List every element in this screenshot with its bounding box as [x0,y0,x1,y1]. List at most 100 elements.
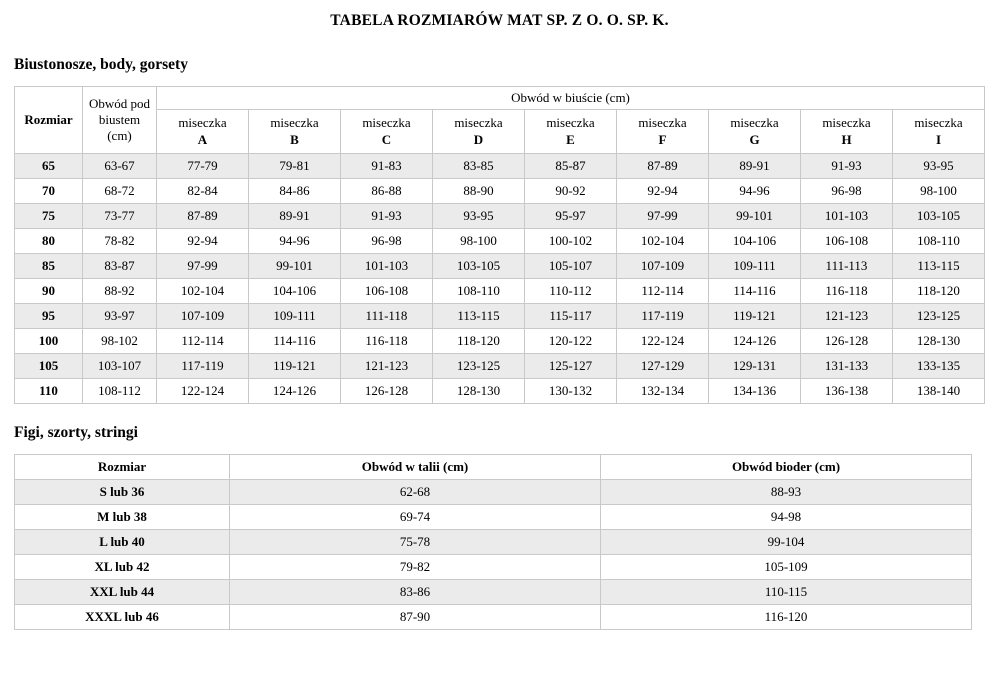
bust-range-cell: 93-95 [432,203,525,229]
underbust-cell: 83-87 [82,253,157,279]
bust-range-cell: 131-133 [800,353,893,379]
size-cell: 80 [14,228,83,254]
hips-range-cell: 99-104 [600,529,972,555]
bras-header-cup-G: miseczka G [708,109,801,154]
bust-range-cell: 92-94 [156,228,249,254]
bust-range-cell: 92-94 [616,178,709,204]
bust-range-cell: 91-93 [800,153,893,179]
bras-header-cup-A: miseczka A [156,109,249,154]
bust-range-cell: 106-108 [340,278,433,304]
bust-range-cell: 122-124 [616,328,709,354]
bust-range-cell: 111-113 [800,253,893,279]
bust-range-cell: 99-101 [708,203,801,229]
underbust-cell: 88-92 [82,278,157,304]
bust-range-cell: 123-125 [892,303,985,329]
bras-header-cup-B: miseczka B [248,109,341,154]
hips-range-cell: 88-93 [600,479,972,505]
bras-table-row-90: 90 88-92 102-104 104-106 106-108 108-110 110-1… [14,278,985,304]
bust-range-cell: 103-105 [892,203,985,229]
cup-word-label: miseczka [546,115,595,131]
bust-range-cell: 126-128 [800,328,893,354]
hips-range-cell: 105-109 [600,554,972,580]
briefs-header-row: Rozmiar Obwód w talii (cm) Obwód bioder … [14,454,972,480]
bust-range-cell: 109-111 [708,253,801,279]
cup-letter-label: E [566,131,575,147]
bust-range-cell: 109-111 [248,303,341,329]
underbust-cell: 98-102 [82,328,157,354]
size-cell: 100 [14,328,83,354]
cup-word-label: miseczka [454,115,503,131]
bust-range-cell: 103-105 [432,253,525,279]
size-cell: XXL lub 44 [14,579,230,605]
underbust-cell: 78-82 [82,228,157,254]
bust-range-cell: 110-112 [524,278,617,304]
size-cell: 110 [14,378,83,404]
bust-range-cell: 127-129 [616,353,709,379]
size-cell: 75 [14,203,83,229]
bust-range-cell: 107-109 [156,303,249,329]
bras-header-cup-F: miseczka F [616,109,709,154]
bras-header-bust-group: Obwód w biuście (cm) [156,86,985,110]
bust-range-cell: 84-86 [248,178,341,204]
bust-range-cell: 96-98 [340,228,433,254]
size-cell: 90 [14,278,83,304]
bust-range-cell: 77-79 [156,153,249,179]
bust-range-cell: 119-121 [248,353,341,379]
bust-range-cell: 97-99 [616,203,709,229]
briefs-header-size: Rozmiar [14,454,230,480]
bust-range-cell: 83-85 [432,153,525,179]
bust-range-cell: 132-134 [616,378,709,404]
underbust-cell: 63-67 [82,153,157,179]
bust-range-cell: 90-92 [524,178,617,204]
bust-range-cell: 126-128 [340,378,433,404]
bras-table-row-110: 110 108-112 122-124 124-126 126-128 128-130 13… [14,378,985,404]
bust-range-cell: 113-115 [892,253,985,279]
bust-range-cell: 111-118 [340,303,433,329]
briefs-size-table: Rozmiar Obwód w talii (cm) Obwód bioder … [14,454,972,630]
bras-table-row-65: 65 63-67 77-79 79-81 91-83 83-85 85-87 87-89 89-… [14,153,985,179]
hips-range-cell: 94-98 [600,504,972,530]
bust-range-cell: 113-115 [432,303,525,329]
briefs-table-header: Rozmiar Obwód w talii (cm) Obwód bioder … [14,454,972,480]
size-cell: 70 [14,178,83,204]
bust-range-cell: 122-124 [156,378,249,404]
bras-table-row-100: 100 98-102 112-114 114-116 116-118 118-120 120… [14,328,985,354]
bras-table-row-75: 75 73-77 87-89 89-91 91-93 93-95 95-97 97-99 99-… [14,203,985,229]
bust-range-cell: 88-90 [432,178,525,204]
bust-range-cell: 96-98 [800,178,893,204]
bust-range-cell: 91-93 [340,203,433,229]
bust-range-cell: 128-130 [892,328,985,354]
bust-range-cell: 87-89 [156,203,249,229]
bust-range-cell: 121-123 [800,303,893,329]
size-chart-page: TABELA ROZMIARÓW MAT SP. Z O. O. SP. K. … [14,12,985,630]
bust-range-cell: 101-103 [800,203,893,229]
hips-range-cell: 110-115 [600,579,972,605]
bust-range-cell: 86-88 [340,178,433,204]
bras-size-table: Rozmiar Obwód pod biustem (cm) Obwód w b… [14,86,985,404]
bust-range-cell: 97-99 [156,253,249,279]
bust-range-cell: 98-100 [892,178,985,204]
bust-range-cell: 121-123 [340,353,433,379]
bust-range-cell: 82-84 [156,178,249,204]
bust-range-cell: 79-81 [248,153,341,179]
size-cell: 105 [14,353,83,379]
cup-word-label: miseczka [270,115,319,131]
briefs-table-row-M-lub-38: M lub 38 69-74 94-98 [14,504,972,530]
bras-header-cup-H: miseczka H [800,109,893,154]
briefs-table-row-XL-lub-42: XL lub 42 79-82 105-109 [14,554,972,580]
cup-letter-label: G [749,131,760,147]
bust-range-cell: 107-109 [616,253,709,279]
bust-range-cell: 105-107 [524,253,617,279]
bras-section-heading: Biustonosze, body, gorsety [14,56,188,73]
bust-range-cell: 100-102 [524,228,617,254]
waist-range-cell: 79-82 [229,554,601,580]
bust-range-cell: 94-96 [248,228,341,254]
bras-header-cup-I: miseczka I [892,109,985,154]
cup-letter-label: I [935,131,942,147]
bust-range-cell: 104-106 [248,278,341,304]
bust-range-cell: 130-132 [524,378,617,404]
underbust-cell: 103-107 [82,353,157,379]
cup-letter-label: D [473,131,484,147]
bras-header-underbust: Obwód pod biustem (cm) [82,86,157,154]
bust-range-cell: 133-135 [892,353,985,379]
